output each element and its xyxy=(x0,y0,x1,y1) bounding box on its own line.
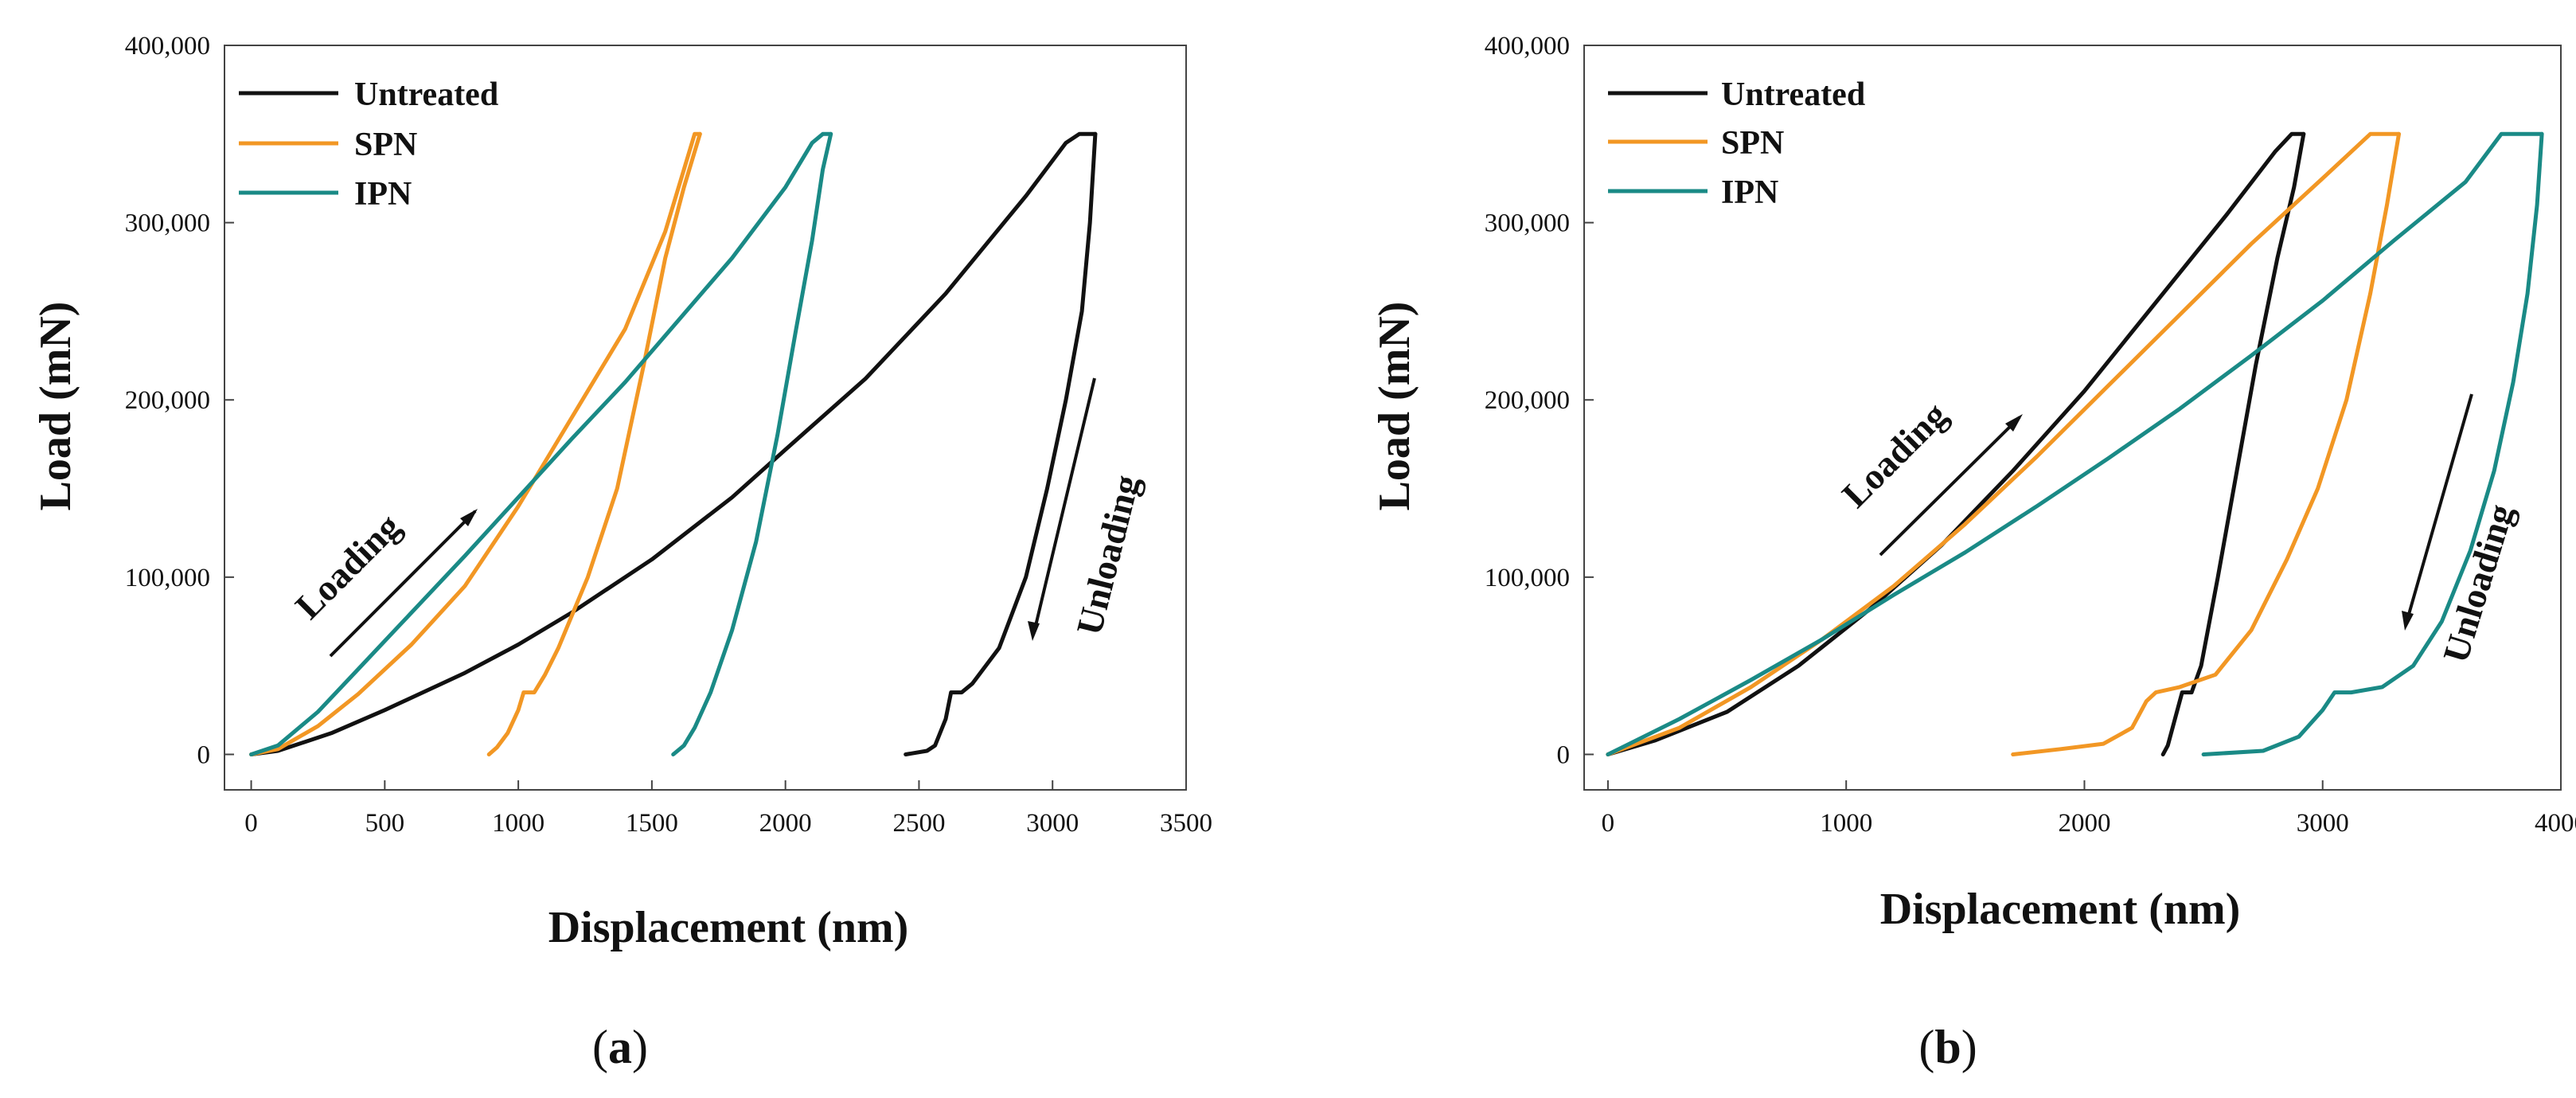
series-ipn-unloading-a xyxy=(671,131,833,756)
plot-frame-b xyxy=(1583,45,2562,791)
x-tick-label-a: 2500 xyxy=(892,809,945,838)
series-ipn-loading-b xyxy=(1606,131,2544,756)
y-tick-label-a: 400,000 xyxy=(125,32,210,61)
legend-label-untreated-b: Untreated xyxy=(1721,76,1865,113)
series-ipn-loading-a xyxy=(249,131,833,756)
series-b xyxy=(1606,131,2544,756)
x-tick-label-b: 3000 xyxy=(2297,809,2349,838)
x-tick-label-a: 500 xyxy=(365,809,405,838)
loading-annotation-b: Loading xyxy=(1834,394,2023,557)
y-tick-label-b: 100,000 xyxy=(1485,564,1570,592)
x-tick-label-a: 3000 xyxy=(1026,809,1079,838)
x-tick-label-a: 1500 xyxy=(626,809,678,838)
legend-label-spn-b: SPN xyxy=(1721,125,1784,162)
x-tick-label-a: 0 xyxy=(244,809,258,838)
y-tick-label-a: 300,000 xyxy=(125,209,210,238)
ticks-a: 0 500 1000 1500 2000 2500 3000 3500 0 100,000 200,… xyxy=(125,32,1212,838)
legend-label-untreated-a: Untreated xyxy=(354,76,498,113)
x-axis-title-a: Displacement (nm) xyxy=(548,903,909,952)
x-tick-label-a: 2000 xyxy=(759,809,812,838)
loading-arrowhead-b xyxy=(2005,414,2023,432)
series-untreated-loading-b xyxy=(1606,131,2306,756)
unloading-arrowhead-b xyxy=(2402,611,2414,631)
loading-annotation-a: Loading xyxy=(287,506,478,658)
x-tick-label-a: 1000 xyxy=(492,809,544,838)
series-untreated-unloading-b xyxy=(2160,131,2306,756)
panel-label-b: (b) xyxy=(1918,1021,1977,1073)
series-spn-loading-a xyxy=(249,131,702,756)
x-tick-label-b: 2000 xyxy=(2058,809,2110,838)
panel-label-a: (a) xyxy=(592,1021,648,1073)
series-spn-loading-b xyxy=(1606,131,2401,756)
chart-panel-a: 0 500 1000 1500 2000 2500 3000 3500 0 100,000 200,… xyxy=(31,32,1212,1073)
x-axis-title-b: Displacement (nm) xyxy=(1880,885,2241,934)
unloading-annotation-a: Unloading xyxy=(1028,377,1147,641)
legend-label-ipn-b: IPN xyxy=(1721,174,1778,211)
series-ipn-unloading-b xyxy=(2201,131,2544,756)
series-untreated-unloading-a xyxy=(904,131,1098,756)
legend-label-ipn-a: IPN xyxy=(354,176,412,213)
loading-arrow-a xyxy=(329,510,477,658)
plot-frame-a xyxy=(224,45,1187,791)
y-tick-label-b: 200,000 xyxy=(1485,386,1570,415)
y-tick-label-b: 300,000 xyxy=(1485,209,1570,238)
series-spn-unloading-a xyxy=(486,131,702,756)
y-tick-label-b: 400,000 xyxy=(1485,32,1570,61)
loading-label-a: Loading xyxy=(287,506,408,627)
y-tick-label-a: 0 xyxy=(197,740,211,769)
series-a xyxy=(249,131,1098,756)
unloading-arrowhead-a xyxy=(1028,621,1040,641)
y-tick-label-a: 100,000 xyxy=(125,564,210,592)
x-tick-label-b: 1000 xyxy=(1820,809,1872,838)
y-tick-label-a: 200,000 xyxy=(125,386,210,415)
y-tick-label-b: 0 xyxy=(1557,740,1571,769)
unloading-arrow-b xyxy=(2406,393,2473,618)
series-spn-unloading-b xyxy=(2011,131,2401,756)
unloading-label-a: Unloading xyxy=(1068,471,1147,639)
legend-b: Untreated SPN IPN xyxy=(1608,76,1865,211)
y-axis-title-b: Load (mN) xyxy=(1370,302,1419,511)
series-untreated-loading-a xyxy=(249,131,1098,756)
loading-arrowhead-a xyxy=(460,509,478,526)
x-tick-label-b: 0 xyxy=(1602,809,1615,838)
legend-a: Untreated SPN IPN xyxy=(239,76,498,213)
legend-label-spn-a: SPN xyxy=(354,127,417,163)
unloading-label-b: Unloading xyxy=(2435,499,2522,667)
y-axis-title-a: Load (mN) xyxy=(31,302,80,511)
x-tick-label-a: 3500 xyxy=(1160,809,1212,838)
unloading-arrow-a xyxy=(1033,377,1096,630)
loading-arrow-b xyxy=(1879,416,2021,557)
